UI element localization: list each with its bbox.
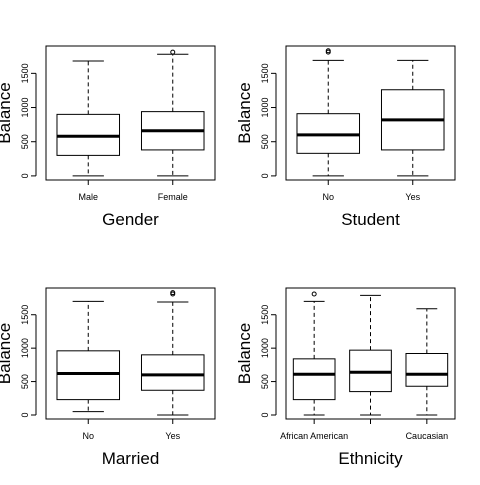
y-tick-label: 1000 [260, 98, 270, 118]
x-tick-label: Caucasian [406, 431, 449, 441]
y-tick-label: 500 [20, 374, 30, 389]
y-tick-label: 0 [20, 412, 30, 417]
y-axis-label: Balance [235, 323, 254, 384]
x-tick-label: No [82, 431, 94, 441]
y-tick-label: 500 [260, 134, 270, 149]
y-tick-label: 500 [260, 374, 270, 389]
iqr-box [405, 353, 449, 387]
x-tick-label: African American [280, 431, 348, 441]
y-tick-label: 1000 [20, 98, 30, 118]
y-tick-label: 1500 [20, 63, 30, 83]
x-tick-label: Female [158, 192, 188, 202]
outlier-point [170, 290, 176, 296]
box-female [140, 49, 205, 177]
box-yes [380, 59, 445, 177]
x-tick-label: Yes [165, 431, 180, 441]
panel-married: 0 500 1000 1500 Balance No Yes Married [0, 287, 216, 468]
outlier-point [325, 48, 331, 54]
y-tick-label: 0 [260, 412, 270, 417]
x-axis-label: Student [341, 210, 400, 229]
y-tick-label: 1500 [260, 63, 270, 83]
box-caucasian [405, 308, 449, 416]
box-male [56, 60, 121, 177]
x-tick-label: No [322, 192, 334, 202]
y-tick-label: 0 [20, 173, 30, 178]
y-tick-label: 1500 [20, 305, 30, 325]
box-no [296, 48, 361, 177]
y-tick-label: 0 [260, 173, 270, 178]
box-no [56, 300, 121, 413]
x-tick-label: Yes [405, 192, 420, 202]
x-axis-label: Married [102, 449, 160, 468]
x-axis-label: Ethnicity [338, 449, 403, 468]
x-tick-label: Male [78, 192, 98, 202]
y-tick-label: 500 [20, 134, 30, 149]
outlier-point [311, 291, 317, 297]
y-tick-label: 1500 [260, 305, 270, 325]
y-axis-label: Balance [0, 82, 14, 143]
y-axis-label: Balance [0, 323, 14, 384]
panel-gender: 0 500 1000 1500 Balance Male Female Gender [0, 45, 216, 229]
iqr-box [56, 350, 121, 401]
y-tick-label: 1000 [260, 338, 270, 358]
box-african-american [292, 291, 336, 416]
box-yes [140, 290, 205, 416]
panel-ethnicity: 0 500 1000 1500 Balance African American Cauca… [235, 287, 456, 468]
outlier-point [170, 49, 176, 55]
x-axis-label: Gender [102, 210, 159, 229]
y-tick-label: 1000 [20, 338, 30, 358]
box-asian [349, 294, 392, 416]
y-axis-label: Balance [235, 82, 254, 143]
iqr-box [140, 354, 205, 391]
iqr-box [292, 358, 336, 401]
panel-student: 0 500 1000 1500 Balance No Yes Student [235, 45, 456, 229]
